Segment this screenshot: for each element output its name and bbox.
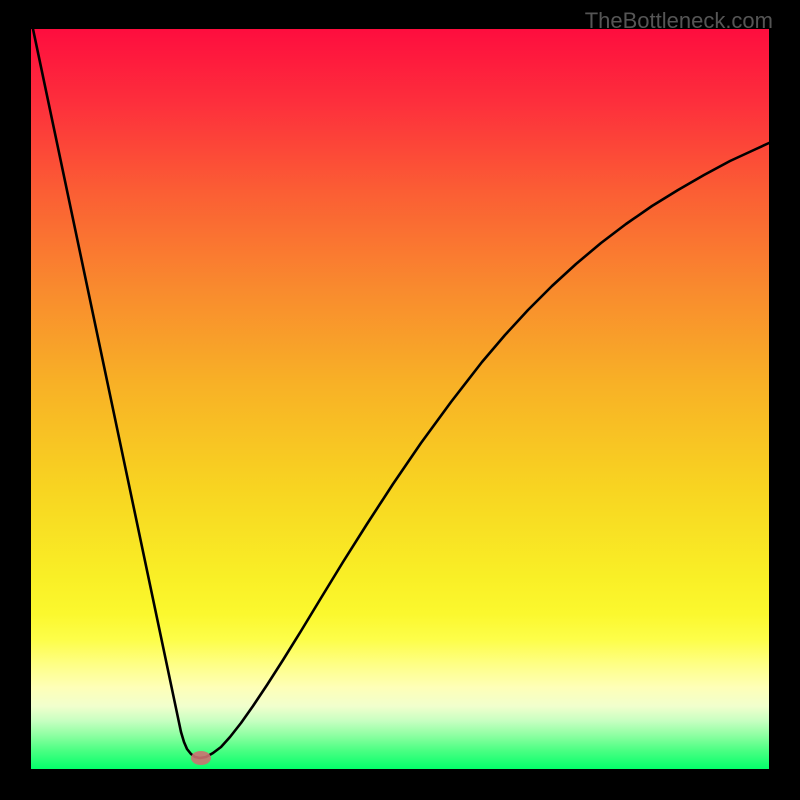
- marker-dot: [191, 751, 211, 765]
- plot-area: [31, 29, 769, 769]
- watermark-text: TheBottleneck.com: [585, 8, 773, 34]
- curve-line: [33, 29, 769, 758]
- chart-svg: [31, 29, 769, 769]
